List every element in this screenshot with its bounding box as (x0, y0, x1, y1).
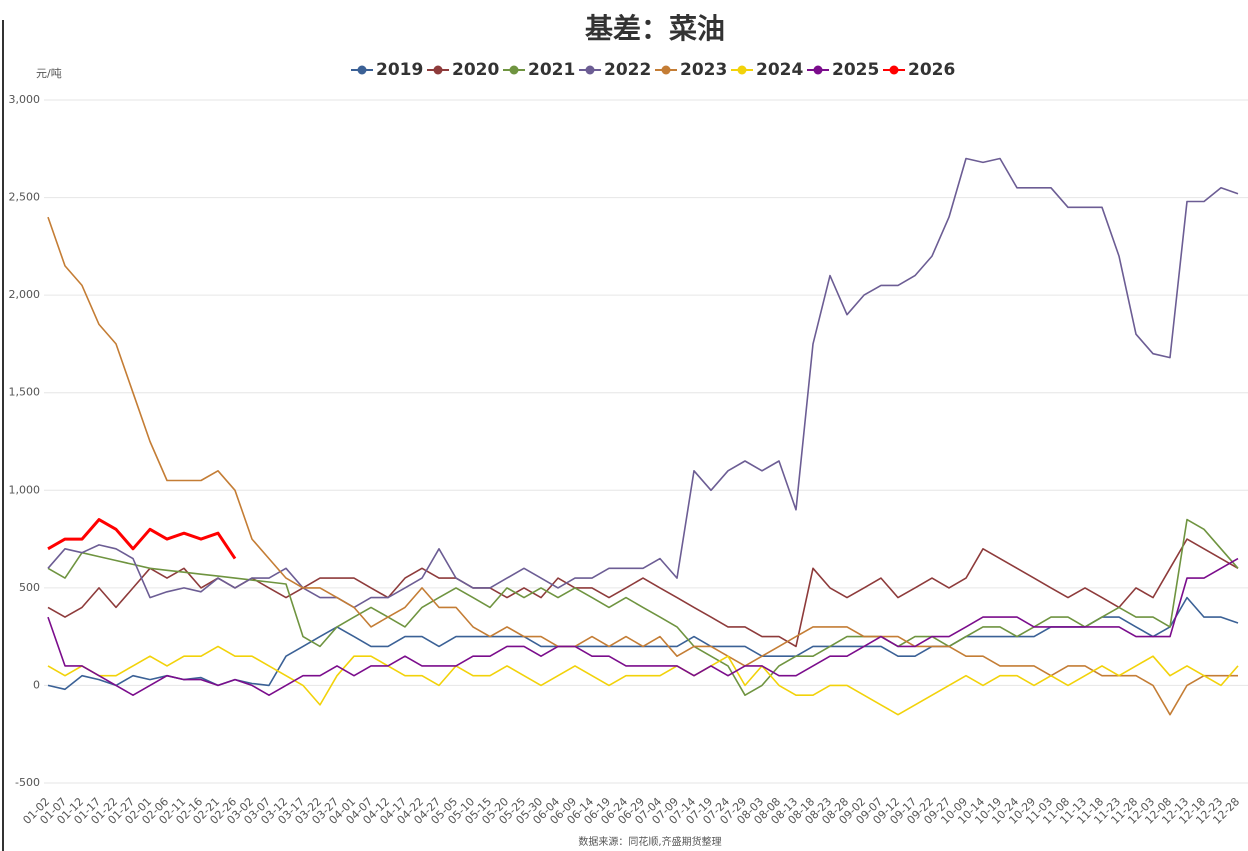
legend-dot (889, 65, 899, 75)
legend-dot (433, 65, 443, 75)
series-line (47, 518, 237, 560)
legend-dot (737, 65, 747, 75)
y-tick-label: 2,000 (9, 288, 41, 301)
legend-label: 2023 (680, 60, 727, 80)
legend-dot (813, 65, 823, 75)
legend-label: 2020 (452, 60, 499, 80)
y-tick-label: 1,500 (9, 386, 41, 399)
series-line (47, 538, 1239, 648)
legend-label: 2024 (756, 60, 803, 80)
y-tick-label: -500 (15, 776, 40, 789)
legend-dot (661, 65, 671, 75)
y-tick-label: 500 (19, 581, 40, 594)
series-line (47, 157, 1239, 609)
series-line (47, 557, 1239, 696)
chart-title: 基差：菜油 (585, 12, 725, 45)
y-tick-label: 0 (33, 678, 40, 691)
y-tick-label: 2,500 (9, 191, 41, 204)
series-line (47, 216, 1238, 716)
legend-dot (509, 65, 519, 75)
y-axis-unit: 元/吨 (36, 67, 62, 80)
y-tick-label: 3,000 (9, 93, 41, 106)
legend-label: 2021 (528, 60, 575, 80)
legend-label: 2019 (376, 60, 423, 80)
y-tick-label: 1,000 (9, 483, 41, 496)
source-note: 数据来源：同花顺,齐盛期货整理 (578, 835, 721, 848)
legend-label: 2026 (908, 60, 955, 80)
series-line (47, 645, 1239, 716)
legend-label: 2022 (604, 60, 651, 80)
legend-dot (357, 65, 367, 75)
legend-dot (585, 65, 595, 75)
series-line (47, 518, 1239, 696)
legend-label: 2025 (832, 60, 879, 80)
